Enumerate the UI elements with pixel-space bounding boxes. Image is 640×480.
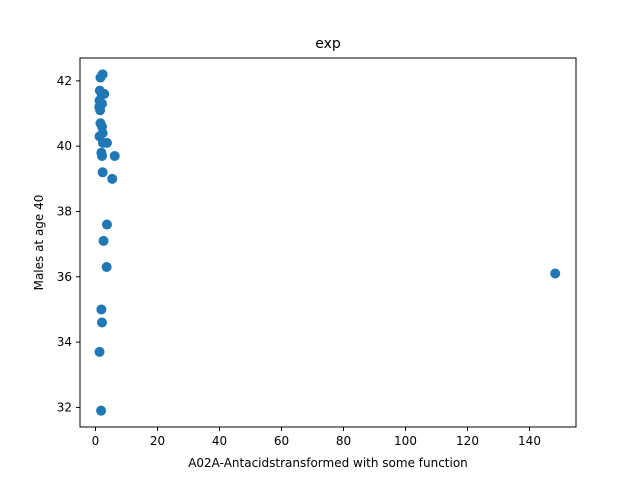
y-tick-label: 36 [57, 270, 72, 284]
data-point [95, 105, 106, 116]
data-point [107, 173, 118, 184]
x-tick-label: 0 [92, 434, 100, 448]
data-point [101, 261, 112, 272]
y-tick-label: 32 [57, 400, 72, 414]
data-point [101, 219, 112, 230]
y-axis-label: Males at age 40 [32, 195, 46, 291]
x-tick-label: 60 [274, 434, 289, 448]
x-tick-label: 40 [212, 434, 227, 448]
data-points [94, 69, 561, 416]
x-tick-label: 20 [150, 434, 165, 448]
data-point [98, 235, 109, 246]
x-tick-label: 100 [394, 434, 417, 448]
data-point [97, 150, 108, 161]
plot-frame [79, 57, 577, 428]
y-tick-label: 42 [57, 74, 72, 88]
x-axis-ticks: 0 20 40 60 80 100 120 140 [92, 427, 541, 448]
data-point [96, 304, 107, 315]
data-point [550, 268, 561, 279]
x-tick-label: 120 [456, 434, 479, 448]
y-tick-label: 40 [57, 139, 72, 153]
y-tick-label: 38 [57, 204, 72, 218]
data-point [96, 405, 107, 416]
y-axis-ticks: 32 34 36 38 40 42 [57, 74, 80, 414]
data-point [109, 150, 120, 161]
data-point [97, 167, 108, 178]
data-point [101, 137, 112, 148]
chart-title: exp [315, 36, 341, 52]
x-axis-label: A02A-Antacidstransformed with some funct… [188, 456, 468, 470]
data-point [97, 317, 108, 328]
data-point [95, 72, 106, 83]
y-tick-label: 34 [57, 335, 72, 349]
data-point [94, 346, 105, 357]
x-tick-label: 80 [336, 434, 351, 448]
x-tick-label: 140 [518, 434, 541, 448]
